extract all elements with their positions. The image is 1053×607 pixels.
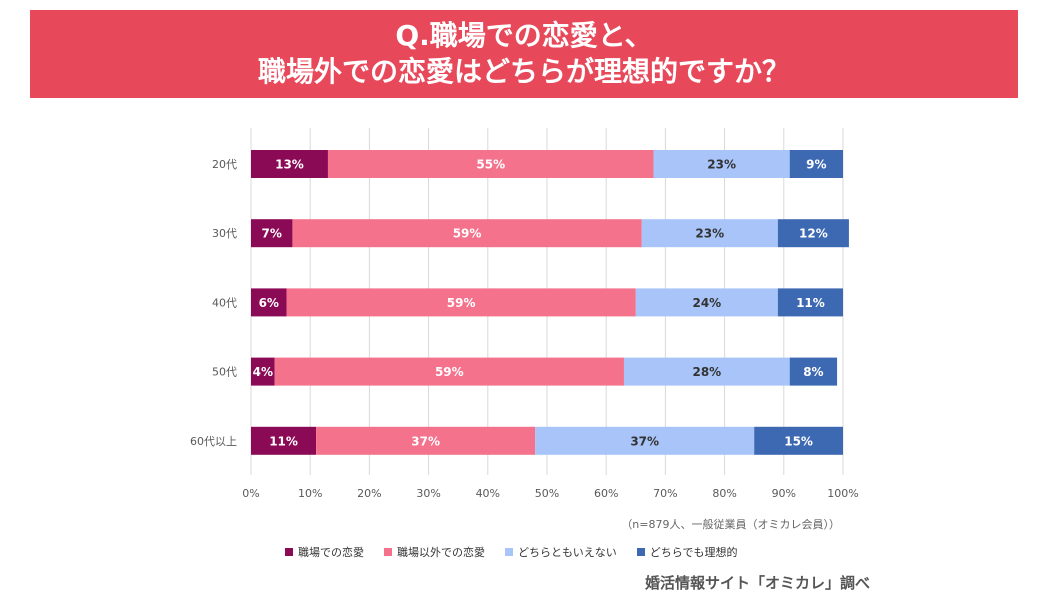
sample-note: （n=879人、一般従業員（オミカレ会員））: [621, 518, 840, 531]
bar-segment: [789, 357, 838, 386]
data-label: 11%: [796, 296, 825, 310]
x-tick-label: 70%: [653, 487, 677, 500]
data-label: 8%: [803, 365, 823, 379]
data-label: 9%: [806, 158, 826, 172]
legend-label: どちらともいえない: [518, 546, 617, 559]
y-category-label: 60代以上: [190, 435, 237, 448]
legend-item: どちらともいえない: [505, 544, 617, 560]
data-label: 28%: [692, 365, 721, 379]
legend-label: 職場以外での恋愛: [397, 546, 485, 559]
legend: 職場での恋愛 職場以外での恋愛 どちらともいえない どちらでも理想的: [285, 544, 757, 560]
legend-item: どちらでも理想的: [636, 544, 738, 560]
data-label: 59%: [447, 296, 476, 310]
x-tick-label: 50%: [535, 487, 559, 500]
bar-segment: [754, 426, 843, 455]
data-label: 37%: [411, 434, 440, 448]
bar-segment: [777, 219, 849, 248]
bar-segment: [274, 357, 624, 386]
y-category-label: 20代: [212, 158, 237, 171]
data-label: 6%: [259, 296, 279, 310]
x-tick-label: 40%: [476, 487, 500, 500]
data-label: 4%: [253, 365, 273, 379]
bar-segment: [251, 219, 293, 248]
bar-segment: [623, 357, 790, 386]
data-label: 11%: [269, 434, 298, 448]
bar-segment: [292, 219, 642, 248]
x-tick-label: 20%: [357, 487, 381, 500]
x-tick-label: 100%: [827, 487, 858, 500]
legend-item: 職場での恋愛: [285, 544, 364, 560]
y-category-label: 40代: [212, 296, 237, 309]
data-label: 59%: [453, 227, 482, 241]
data-label: 23%: [707, 158, 736, 172]
legend-swatch: [636, 548, 645, 556]
data-label: 59%: [435, 365, 464, 379]
chart-title-line2: 職場外での恋愛はどちらが理想的ですか？: [257, 55, 790, 88]
legend-label: 職場での恋愛: [298, 546, 364, 559]
bar-segment: [327, 150, 654, 178]
x-tick-label: 60%: [594, 487, 618, 500]
x-tick-label: 0%: [242, 487, 259, 500]
data-label: 15%: [784, 434, 813, 448]
x-tick-label: 90%: [772, 487, 796, 500]
data-label: 7%: [262, 227, 282, 241]
bar-segment: [251, 426, 317, 455]
bar-segment: [653, 150, 790, 178]
bar-segment: [286, 288, 636, 317]
bar-segment: [251, 357, 275, 386]
data-label: 13%: [275, 158, 304, 172]
x-tick-label: 10%: [298, 487, 322, 500]
bar-segment: [251, 288, 287, 317]
bar-segment: [535, 426, 755, 455]
title-banner: Q.職場での恋愛と、 職場外での恋愛はどちらが理想的ですか？: [30, 10, 1018, 98]
bar-segment: [789, 150, 843, 178]
x-tick-label: 30%: [416, 487, 440, 500]
data-label: 37%: [630, 434, 659, 448]
source-credit: 婚活情報サイト「オミカレ」調べ: [644, 574, 870, 592]
data-label: 23%: [695, 227, 724, 241]
legend-swatch: [505, 548, 513, 556]
legend-swatch: [384, 548, 392, 556]
data-label: 24%: [692, 296, 721, 310]
y-category-label: 30代: [212, 227, 237, 240]
data-label: 12%: [799, 227, 828, 241]
legend-swatch: [285, 548, 293, 556]
data-label: 55%: [476, 158, 505, 172]
bar-segment: [635, 288, 778, 317]
chart-title-line1: Q.職場での恋愛と、: [395, 19, 653, 52]
x-tick-label: 80%: [712, 487, 736, 500]
legend-label: どちらでも理想的: [649, 546, 738, 559]
y-category-label: 50代: [212, 366, 237, 379]
bar-segment: [316, 426, 536, 455]
bar-segment: [641, 219, 778, 248]
bar-segment: [777, 288, 843, 317]
bar-segment: [251, 150, 328, 178]
legend-item: 職場以外での恋愛: [384, 544, 485, 560]
